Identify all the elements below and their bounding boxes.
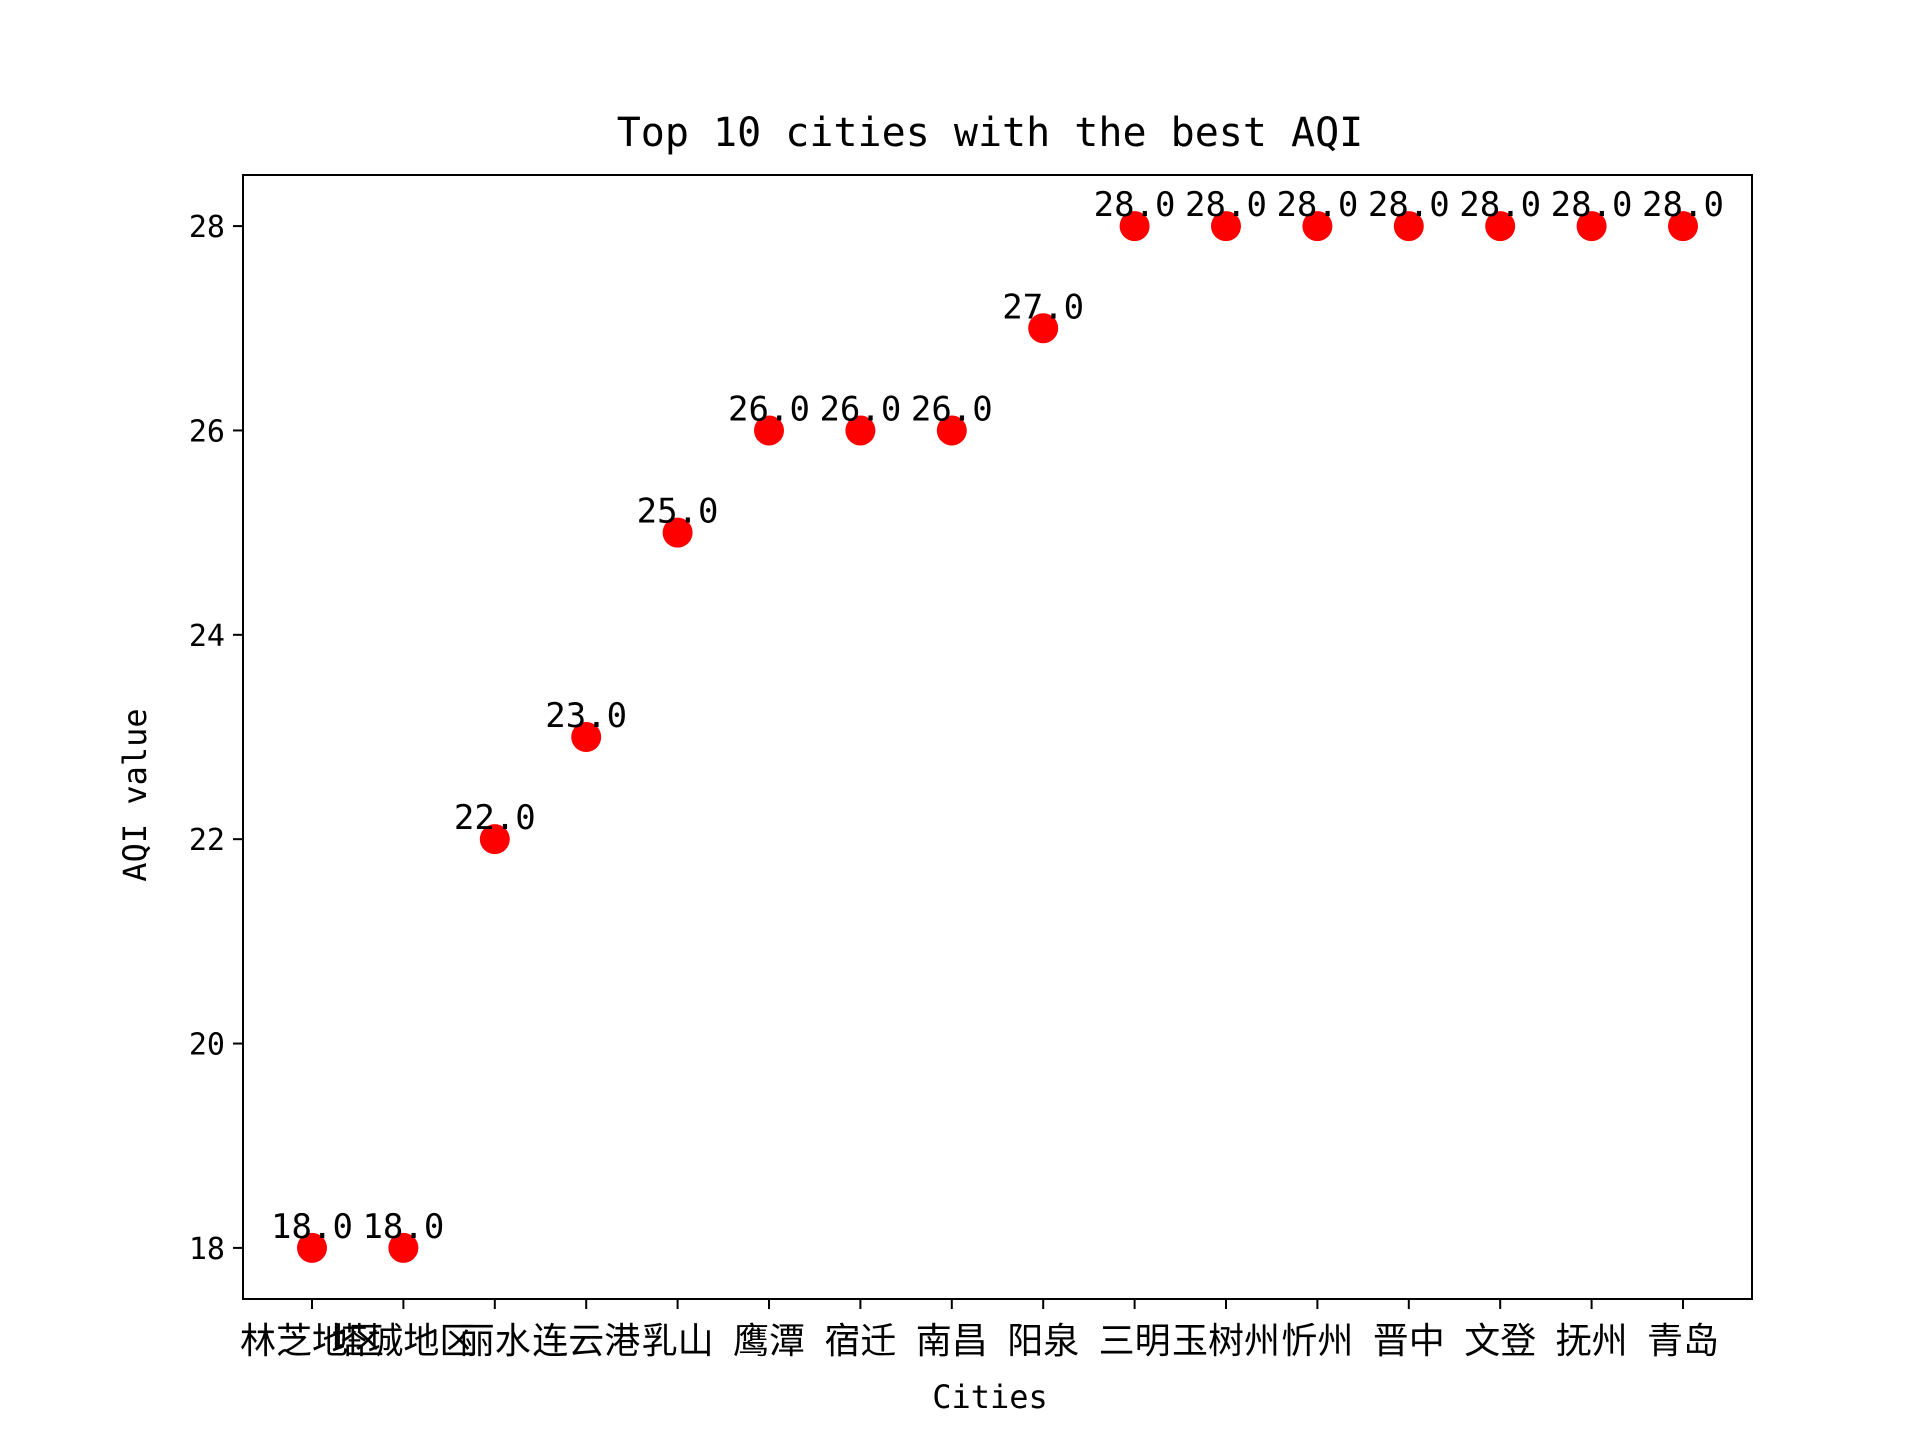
x-tick-label: 丽水	[459, 1321, 531, 1362]
x-tick-label: 宿迁	[824, 1321, 896, 1362]
data-point	[1211, 211, 1241, 242]
data-point	[1393, 211, 1424, 242]
data-label: 27.0	[1002, 287, 1084, 327]
x-tick-label: 阳泉	[1007, 1321, 1079, 1362]
data-point	[1119, 211, 1150, 242]
data-label: 18.0	[271, 1207, 353, 1247]
data-label: 26.0	[728, 389, 810, 429]
x-tick-label: 连云港	[532, 1321, 640, 1362]
data-label: 18.0	[362, 1207, 444, 1247]
data-point	[662, 517, 693, 548]
data-label: 28.0	[1459, 185, 1541, 225]
data-point	[1028, 313, 1059, 344]
data-label: 26.0	[819, 389, 901, 429]
plot-frame	[242, 174, 1753, 1300]
data-label: 26.0	[911, 389, 993, 429]
data-label: 28.0	[1276, 185, 1358, 225]
data-point	[1302, 211, 1333, 242]
data-label: 28.0	[1551, 185, 1633, 225]
y-tick-label: 28	[189, 210, 225, 245]
data-label: 28.0	[1094, 185, 1176, 225]
data-label: 28.0	[1642, 185, 1724, 225]
x-tick-label: 塔城地区	[331, 1321, 475, 1362]
y-tick-label: 20	[189, 1028, 225, 1063]
x-tick-label: 抚州	[1556, 1321, 1628, 1362]
y-tick-label: 26	[189, 414, 225, 449]
data-label: 23.0	[545, 696, 627, 736]
x-axis-title: Cities	[932, 1378, 1048, 1416]
x-tick-label: 林芝地区	[240, 1321, 384, 1362]
data-point	[1576, 211, 1607, 242]
data-point	[754, 415, 784, 446]
x-tick-label: 忻州	[1281, 1321, 1353, 1362]
data-label: 28.0	[1185, 185, 1267, 225]
data-point	[845, 415, 876, 446]
data-point	[1668, 211, 1698, 242]
x-tick-label: 南昌	[916, 1321, 988, 1362]
data-point	[936, 415, 967, 446]
y-tick-label: 24	[189, 619, 225, 654]
data-label: 28.0	[1368, 185, 1450, 225]
x-tick-label: 晋中	[1373, 1321, 1445, 1362]
data-label: 22.0	[454, 798, 536, 838]
data-point	[479, 824, 510, 855]
x-tick-label: 青岛	[1647, 1321, 1719, 1362]
x-tick-label: 乳山	[642, 1321, 714, 1362]
y-tick-label: 18	[189, 1232, 225, 1267]
data-point	[571, 722, 602, 752]
data-point	[388, 1232, 419, 1263]
data-point	[1485, 211, 1516, 242]
data-point	[297, 1232, 327, 1263]
x-tick-label: 三明	[1099, 1321, 1171, 1362]
x-tick-label: 鹰潭	[733, 1321, 805, 1362]
y-axis-title: AQI value	[116, 708, 154, 881]
data-label: 25.0	[637, 492, 719, 532]
x-tick-label: 玉树州	[1172, 1321, 1280, 1362]
y-tick-label: 22	[189, 823, 225, 858]
x-tick-label: 文登	[1464, 1321, 1536, 1362]
chart-title: Top 10 cities with the best AQI	[617, 110, 1364, 156]
